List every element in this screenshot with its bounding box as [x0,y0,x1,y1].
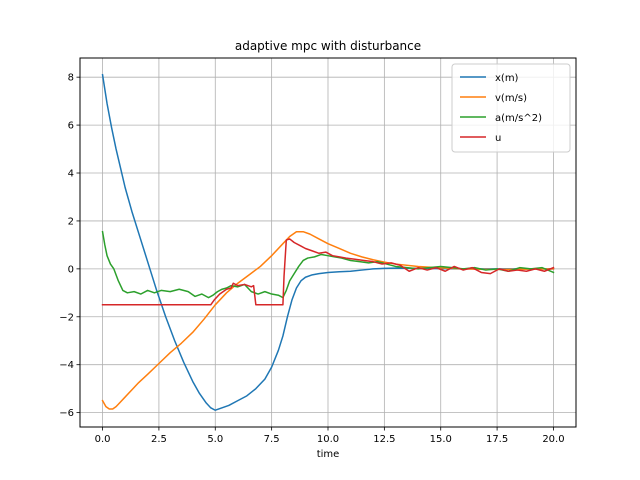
legend-box [451,63,571,153]
legend-label: u [495,133,501,144]
x-tick-label: 20.0 [542,434,564,445]
x-axis-label: time [317,449,340,460]
x-tick-label: 17.5 [486,434,508,445]
y-tick-label: −4 [59,360,74,371]
legend-label: x(m) [495,73,519,84]
series-line-0 [101,73,555,411]
axis-ticks: 0.0 2.5 5.0 7.5 10.0 12.5 15.0 17.5 20.0 −6 −4 −2 0 2… [59,73,564,445]
x-tick-label: 7.5 [264,434,280,445]
x-tick-label: 5.0 [207,434,223,445]
plot-series [101,73,555,411]
x-tick-label: 2.5 [151,434,167,445]
legend: x(m) v(m/s) a(m/s^2) u [451,63,571,153]
series-line-3 [101,238,555,306]
y-tick-label: 8 [68,73,74,84]
y-tick-label: 0 [68,264,74,275]
chart-title: adaptive mpc with disturbance [235,39,421,53]
y-tick-label: 4 [68,169,74,180]
x-tick-label: 15.0 [430,434,452,445]
y-tick-label: −2 [59,312,74,323]
legend-label: a(m/s^2) [495,113,542,124]
series-line-1 [101,230,555,410]
x-tick-label: 10.0 [317,434,339,445]
y-tick-label: −6 [59,408,74,419]
y-tick-label: 2 [68,216,74,227]
legend-label: v(m/s) [495,93,527,104]
x-tick-label: 0.0 [95,434,111,445]
x-tick-label: 12.5 [373,434,395,445]
y-tick-label: 6 [68,121,74,132]
